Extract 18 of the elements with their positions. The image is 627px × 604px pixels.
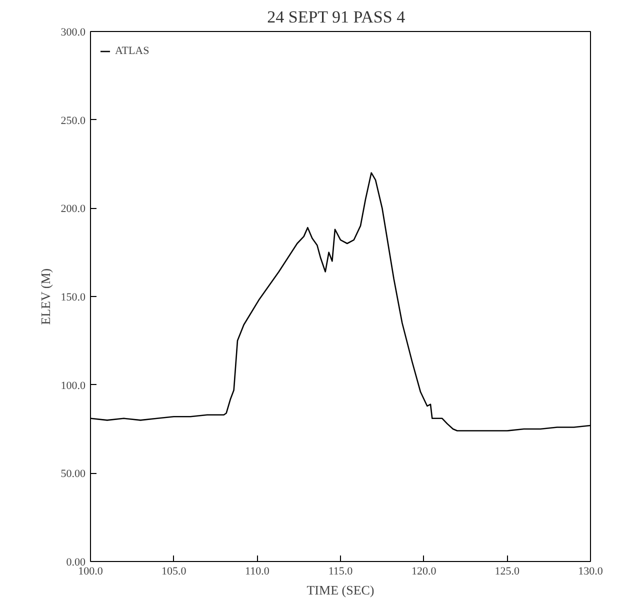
y-tick-label: 150.0 [60, 292, 86, 304]
x-tick-label: 115.0 [328, 566, 354, 578]
x-tick-label: 105.0 [161, 566, 187, 578]
x-axis-title: TIME (SEC) [306, 582, 374, 598]
y-tick-label: 100.0 [60, 380, 86, 392]
x-tick-label: 120.0 [411, 566, 437, 578]
x-tick-label: 110.0 [244, 566, 270, 578]
y-axis-title: ELEV (M) [38, 268, 53, 325]
y-tick-label: 250.0 [60, 114, 86, 127]
x-tick-label: 130.0 [578, 566, 604, 578]
y-tick-label: 0.00 [66, 556, 86, 568]
y-tick-label: 200.0 [60, 203, 86, 216]
y-tick-label: 300.0 [60, 26, 86, 38]
chart-title: 24 SEPT 91 PASS 4 [267, 8, 406, 26]
x-tick-label: 125.0 [494, 566, 520, 578]
x-tick-label: 100.0 [78, 566, 104, 578]
legend-label: ATLAS [115, 45, 150, 57]
y-tick-label: 50.00 [60, 468, 86, 480]
